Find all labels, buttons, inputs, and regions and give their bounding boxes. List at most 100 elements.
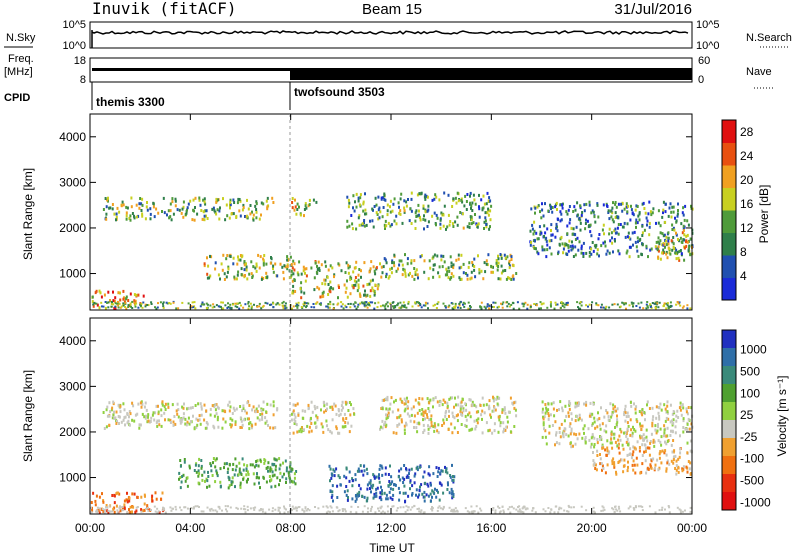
velocity-cell bbox=[481, 409, 484, 413]
power-cell bbox=[560, 301, 563, 304]
velocity-cell bbox=[231, 418, 234, 422]
power-cell bbox=[398, 211, 401, 215]
velocity-cell bbox=[686, 412, 689, 416]
velocity-cell bbox=[399, 506, 402, 509]
velocity-cell bbox=[575, 433, 578, 437]
power-cell bbox=[567, 245, 570, 249]
velocity-cell bbox=[444, 465, 446, 469]
velocity-cell bbox=[555, 441, 558, 445]
power-cell bbox=[585, 251, 588, 255]
velocity-cell bbox=[187, 416, 190, 420]
power-cell bbox=[290, 269, 293, 273]
velocity-cell bbox=[350, 505, 353, 508]
power-cell bbox=[174, 199, 177, 203]
velocity-cell bbox=[469, 415, 472, 419]
velocity-cell bbox=[627, 414, 630, 418]
power-cell bbox=[379, 262, 381, 266]
velocity-cell bbox=[310, 422, 313, 425]
velocity-cell bbox=[164, 402, 167, 406]
power-cell bbox=[389, 302, 392, 305]
velocity-cell bbox=[300, 430, 303, 434]
velocity-cell bbox=[181, 475, 184, 478]
velocity-cell bbox=[266, 402, 269, 406]
power-cell bbox=[147, 304, 150, 307]
power-cell bbox=[489, 199, 492, 203]
velocity-cell bbox=[689, 461, 692, 465]
power-cell bbox=[98, 306, 101, 310]
velocity-cell bbox=[616, 418, 619, 422]
velocity-cell bbox=[108, 401, 111, 405]
velocity-cell bbox=[407, 506, 410, 509]
power-cell bbox=[216, 208, 219, 212]
velocity-cell bbox=[599, 462, 602, 466]
power-cell bbox=[662, 200, 665, 204]
velocity-cell bbox=[387, 414, 390, 418]
velocity-cell bbox=[406, 474, 409, 478]
velocity-cell bbox=[330, 506, 333, 509]
velocity-cell bbox=[351, 479, 354, 483]
power-cell bbox=[92, 304, 95, 308]
power-cell bbox=[467, 301, 470, 304]
power-cell bbox=[661, 215, 664, 219]
power-cell bbox=[213, 305, 216, 308]
power-cell bbox=[186, 206, 189, 210]
power-cell bbox=[282, 270, 285, 274]
power-cell bbox=[582, 252, 585, 255]
power-cell bbox=[332, 307, 335, 310]
velocity-cell bbox=[331, 407, 334, 411]
power-cell bbox=[669, 252, 672, 256]
velocity-cell bbox=[342, 425, 345, 429]
velocity-cell bbox=[267, 461, 270, 465]
power-cell bbox=[376, 287, 379, 291]
power-cell bbox=[157, 302, 159, 305]
velocity-cell bbox=[126, 500, 129, 504]
velocity-cell bbox=[422, 423, 425, 427]
velocity-cell bbox=[256, 416, 259, 420]
velocity-cell bbox=[385, 423, 388, 427]
nsearch-tick-bottom: 10^0 bbox=[696, 40, 720, 52]
velocity-cell bbox=[594, 463, 597, 467]
power-cell bbox=[447, 266, 450, 270]
power-cell bbox=[541, 208, 544, 212]
power-cell bbox=[561, 203, 563, 207]
velocity-cell bbox=[487, 429, 490, 433]
velocity-cell bbox=[231, 480, 234, 484]
power-cell bbox=[351, 284, 354, 288]
velocity-cell bbox=[496, 402, 499, 406]
velocity-cell bbox=[372, 483, 375, 487]
power-cell bbox=[463, 302, 466, 305]
power-cell bbox=[238, 198, 241, 201]
power-cell bbox=[129, 292, 132, 296]
power-cell bbox=[544, 202, 546, 206]
velocity-cell bbox=[457, 395, 460, 399]
velocity-cell bbox=[388, 407, 391, 411]
power-cell bbox=[474, 275, 477, 279]
velocity-cell bbox=[119, 410, 122, 414]
power-cell bbox=[390, 223, 393, 227]
velocity-cell bbox=[103, 509, 106, 512]
power-cell bbox=[206, 217, 209, 220]
velocity-cell bbox=[481, 417, 483, 421]
velocity-cell bbox=[624, 411, 627, 415]
velocity-cell bbox=[657, 439, 660, 443]
velocity-cell bbox=[574, 419, 577, 423]
power-cell bbox=[488, 227, 491, 231]
power-cell bbox=[548, 239, 551, 243]
velocity-cell bbox=[517, 510, 520, 513]
power-cell bbox=[437, 271, 440, 275]
velocity-cell bbox=[401, 400, 404, 404]
velocity-cell bbox=[164, 408, 167, 411]
power-cell bbox=[609, 209, 612, 213]
power-cell bbox=[418, 192, 421, 196]
velocity-cell bbox=[426, 413, 428, 417]
power-cell bbox=[353, 305, 356, 308]
power-cell bbox=[250, 307, 253, 310]
power-cell bbox=[237, 270, 240, 274]
velocity-cell bbox=[612, 432, 615, 436]
velocity-cell bbox=[113, 494, 116, 498]
velocity-cell bbox=[396, 416, 399, 420]
power-cell bbox=[149, 212, 152, 216]
velocity-cell bbox=[350, 403, 352, 407]
power-cell bbox=[588, 200, 591, 204]
velocity-cell bbox=[192, 507, 195, 510]
